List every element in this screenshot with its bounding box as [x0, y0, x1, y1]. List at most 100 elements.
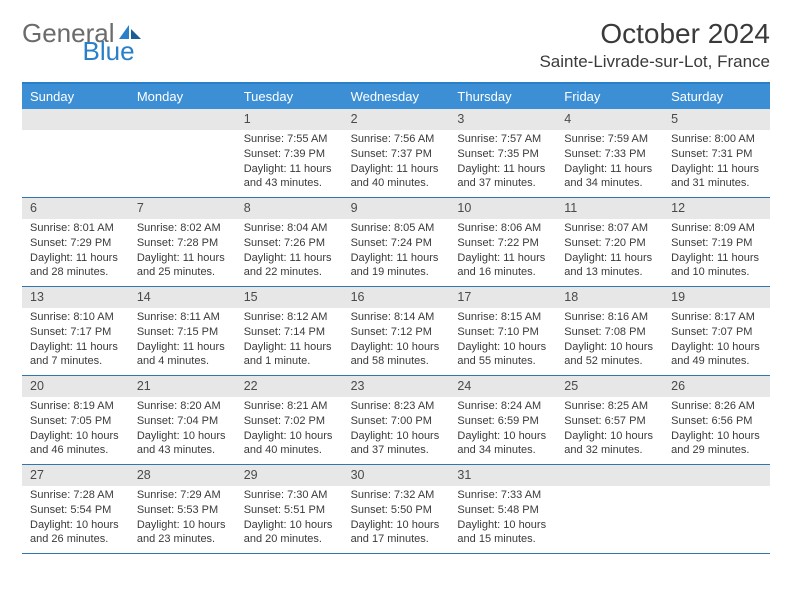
sunrise-text: Sunrise: 8:16 AM: [564, 310, 655, 325]
day-cell: 21Sunrise: 8:20 AMSunset: 7:04 PMDayligh…: [129, 376, 236, 464]
sunset-text: Sunset: 7:10 PM: [457, 325, 548, 340]
week-row: 6Sunrise: 8:01 AMSunset: 7:29 PMDaylight…: [22, 198, 770, 287]
day-body: Sunrise: 8:24 AMSunset: 6:59 PMDaylight:…: [449, 397, 556, 462]
sunrise-text: Sunrise: 8:25 AM: [564, 399, 655, 414]
sunset-text: Sunset: 7:33 PM: [564, 147, 655, 162]
day-cell: 26Sunrise: 8:26 AMSunset: 6:56 PMDayligh…: [663, 376, 770, 464]
sunset-text: Sunset: 7:14 PM: [244, 325, 335, 340]
sunset-text: Sunset: 5:53 PM: [137, 503, 228, 518]
week-row: 20Sunrise: 8:19 AMSunset: 7:05 PMDayligh…: [22, 376, 770, 465]
sunrise-text: Sunrise: 7:59 AM: [564, 132, 655, 147]
day-number: 15: [236, 287, 343, 308]
day-cell: 20Sunrise: 8:19 AMSunset: 7:05 PMDayligh…: [22, 376, 129, 464]
sunrise-text: Sunrise: 8:26 AM: [671, 399, 762, 414]
day-number: 11: [556, 198, 663, 219]
day-body: Sunrise: 8:02 AMSunset: 7:28 PMDaylight:…: [129, 219, 236, 284]
day-number: 2: [343, 109, 450, 130]
sunrise-text: Sunrise: 8:17 AM: [671, 310, 762, 325]
day-cell: 1Sunrise: 7:55 AMSunset: 7:39 PMDaylight…: [236, 109, 343, 197]
daylight-text: Daylight: 10 hours and 58 minutes.: [351, 340, 442, 370]
sunset-text: Sunset: 7:37 PM: [351, 147, 442, 162]
daylight-text: Daylight: 11 hours and 25 minutes.: [137, 251, 228, 281]
sunrise-text: Sunrise: 7:29 AM: [137, 488, 228, 503]
sunrise-text: Sunrise: 8:24 AM: [457, 399, 548, 414]
day-number: 5: [663, 109, 770, 130]
sunrise-text: Sunrise: 8:23 AM: [351, 399, 442, 414]
day-cell: 16Sunrise: 8:14 AMSunset: 7:12 PMDayligh…: [343, 287, 450, 375]
day-body: Sunrise: 7:30 AMSunset: 5:51 PMDaylight:…: [236, 486, 343, 551]
sunset-text: Sunset: 7:24 PM: [351, 236, 442, 251]
sunrise-text: Sunrise: 7:55 AM: [244, 132, 335, 147]
empty-cell: [129, 109, 236, 197]
day-cell: 14Sunrise: 8:11 AMSunset: 7:15 PMDayligh…: [129, 287, 236, 375]
sunset-text: Sunset: 7:15 PM: [137, 325, 228, 340]
day-body: Sunrise: 8:09 AMSunset: 7:19 PMDaylight:…: [663, 219, 770, 284]
sunrise-text: Sunrise: 7:33 AM: [457, 488, 548, 503]
day-number: 28: [129, 465, 236, 486]
daylight-text: Daylight: 11 hours and 40 minutes.: [351, 162, 442, 192]
day-cell: 18Sunrise: 8:16 AMSunset: 7:08 PMDayligh…: [556, 287, 663, 375]
day-number: [556, 465, 663, 486]
day-number: 30: [343, 465, 450, 486]
sunrise-text: Sunrise: 7:56 AM: [351, 132, 442, 147]
day-number: 14: [129, 287, 236, 308]
day-number: 16: [343, 287, 450, 308]
day-body: Sunrise: 7:56 AMSunset: 7:37 PMDaylight:…: [343, 130, 450, 195]
sunset-text: Sunset: 7:04 PM: [137, 414, 228, 429]
sunrise-text: Sunrise: 8:11 AM: [137, 310, 228, 325]
sunset-text: Sunset: 6:57 PM: [564, 414, 655, 429]
daylight-text: Daylight: 10 hours and 49 minutes.: [671, 340, 762, 370]
sunset-text: Sunset: 7:31 PM: [671, 147, 762, 162]
sunset-text: Sunset: 7:05 PM: [30, 414, 121, 429]
sunset-text: Sunset: 7:19 PM: [671, 236, 762, 251]
daylight-text: Daylight: 11 hours and 16 minutes.: [457, 251, 548, 281]
sunrise-text: Sunrise: 7:28 AM: [30, 488, 121, 503]
day-body: Sunrise: 8:01 AMSunset: 7:29 PMDaylight:…: [22, 219, 129, 284]
day-number: 20: [22, 376, 129, 397]
daylight-text: Daylight: 10 hours and 20 minutes.: [244, 518, 335, 548]
week-row: 13Sunrise: 8:10 AMSunset: 7:17 PMDayligh…: [22, 287, 770, 376]
day-cell: 12Sunrise: 8:09 AMSunset: 7:19 PMDayligh…: [663, 198, 770, 286]
sunrise-text: Sunrise: 8:02 AM: [137, 221, 228, 236]
day-cell: 13Sunrise: 8:10 AMSunset: 7:17 PMDayligh…: [22, 287, 129, 375]
sunrise-text: Sunrise: 8:01 AM: [30, 221, 121, 236]
day-body: Sunrise: 7:32 AMSunset: 5:50 PMDaylight:…: [343, 486, 450, 551]
daylight-text: Daylight: 10 hours and 32 minutes.: [564, 429, 655, 459]
day-cell: 6Sunrise: 8:01 AMSunset: 7:29 PMDaylight…: [22, 198, 129, 286]
week-row: 1Sunrise: 7:55 AMSunset: 7:39 PMDaylight…: [22, 109, 770, 198]
daylight-text: Daylight: 10 hours and 43 minutes.: [137, 429, 228, 459]
day-number: 10: [449, 198, 556, 219]
week-row: 27Sunrise: 7:28 AMSunset: 5:54 PMDayligh…: [22, 465, 770, 554]
daylight-text: Daylight: 11 hours and 7 minutes.: [30, 340, 121, 370]
daylight-text: Daylight: 11 hours and 10 minutes.: [671, 251, 762, 281]
daylight-text: Daylight: 10 hours and 46 minutes.: [30, 429, 121, 459]
day-cell: 31Sunrise: 7:33 AMSunset: 5:48 PMDayligh…: [449, 465, 556, 553]
empty-cell: [556, 465, 663, 553]
daylight-text: Daylight: 11 hours and 43 minutes.: [244, 162, 335, 192]
sunrise-text: Sunrise: 7:57 AM: [457, 132, 548, 147]
brand-name-b: Blue: [83, 36, 135, 67]
day-cell: 19Sunrise: 8:17 AMSunset: 7:07 PMDayligh…: [663, 287, 770, 375]
day-body: Sunrise: 7:29 AMSunset: 5:53 PMDaylight:…: [129, 486, 236, 551]
sunrise-text: Sunrise: 8:00 AM: [671, 132, 762, 147]
sunrise-text: Sunrise: 8:10 AM: [30, 310, 121, 325]
day-body: Sunrise: 8:06 AMSunset: 7:22 PMDaylight:…: [449, 219, 556, 284]
daylight-text: Daylight: 10 hours and 29 minutes.: [671, 429, 762, 459]
sunset-text: Sunset: 5:51 PM: [244, 503, 335, 518]
day-number: 18: [556, 287, 663, 308]
day-body: Sunrise: 8:00 AMSunset: 7:31 PMDaylight:…: [663, 130, 770, 195]
day-cell: 25Sunrise: 8:25 AMSunset: 6:57 PMDayligh…: [556, 376, 663, 464]
day-body: Sunrise: 8:17 AMSunset: 7:07 PMDaylight:…: [663, 308, 770, 373]
day-body: Sunrise: 8:25 AMSunset: 6:57 PMDaylight:…: [556, 397, 663, 462]
sunset-text: Sunset: 5:54 PM: [30, 503, 121, 518]
daylight-text: Daylight: 11 hours and 34 minutes.: [564, 162, 655, 192]
sunrise-text: Sunrise: 8:04 AM: [244, 221, 335, 236]
day-cell: 29Sunrise: 7:30 AMSunset: 5:51 PMDayligh…: [236, 465, 343, 553]
weeks-grid: 1Sunrise: 7:55 AMSunset: 7:39 PMDaylight…: [22, 109, 770, 554]
day-cell: 24Sunrise: 8:24 AMSunset: 6:59 PMDayligh…: [449, 376, 556, 464]
day-body: Sunrise: 8:05 AMSunset: 7:24 PMDaylight:…: [343, 219, 450, 284]
sunrise-text: Sunrise: 8:05 AM: [351, 221, 442, 236]
daylight-text: Daylight: 11 hours and 13 minutes.: [564, 251, 655, 281]
sunrise-text: Sunrise: 8:15 AM: [457, 310, 548, 325]
day-cell: 2Sunrise: 7:56 AMSunset: 7:37 PMDaylight…: [343, 109, 450, 197]
